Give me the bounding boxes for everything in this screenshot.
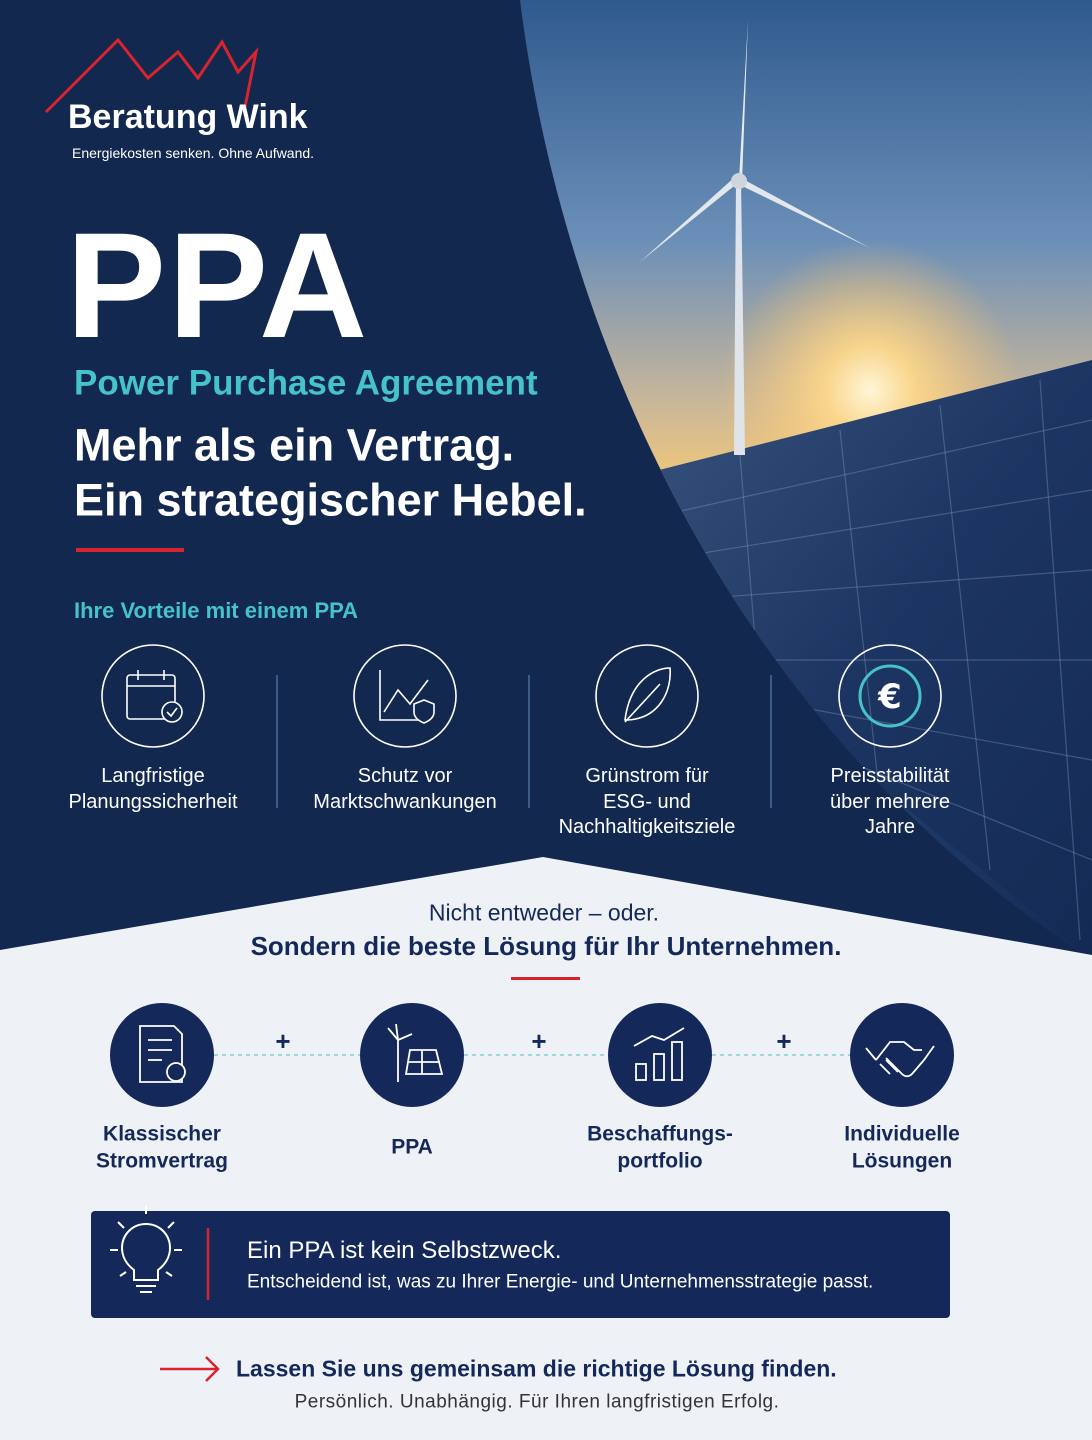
benefit-label: Preisstabilität bbox=[830, 765, 950, 787]
benefit-label: ESG- und bbox=[603, 790, 691, 813]
connector-plus: + bbox=[275, 1026, 291, 1056]
options-heading: Sondern die beste Lösung für Ihr Unterne… bbox=[250, 931, 842, 961]
options-intro: Nicht entweder – oder. bbox=[428, 899, 660, 926]
connector-plus: + bbox=[776, 1026, 792, 1056]
cta-arrow bbox=[160, 1356, 220, 1382]
option-label: Individuelle bbox=[844, 1122, 960, 1145]
connector-plus: + bbox=[531, 1026, 547, 1056]
euro-icon: € bbox=[877, 677, 902, 717]
callout-title: Ein PPA ist kein Selbstzweck. bbox=[247, 1237, 562, 1264]
hero-subtitle: Power Purchase Agreement bbox=[74, 363, 538, 403]
benefit-label: Grünstrom für bbox=[585, 765, 709, 787]
hero-headline: Mehr als ein Vertrag. bbox=[74, 419, 515, 471]
benefit-label: Planungssicherheit bbox=[68, 790, 238, 813]
option-label: Stromvertrag bbox=[96, 1149, 228, 1172]
bulb-icon bbox=[110, 1206, 182, 1293]
benefit-label: Langfristige bbox=[101, 765, 205, 787]
hero-title: PPA bbox=[66, 201, 370, 369]
option-icons bbox=[139, 1023, 935, 1083]
benefit-icons bbox=[101, 644, 942, 748]
logo-tagline: Energiekosten senken. Ohne Aufwand. bbox=[72, 145, 315, 161]
option-label: Lösungen bbox=[851, 1149, 953, 1172]
callout-box bbox=[91, 1211, 950, 1318]
benefit-label: über mehrere bbox=[829, 790, 951, 813]
hero-headline: Ein strategischer Hebel. bbox=[74, 474, 587, 526]
accent-bar bbox=[511, 977, 580, 980]
logo-mark bbox=[44, 37, 259, 114]
option-label: Klassischer bbox=[103, 1122, 221, 1145]
option-label: portfolio bbox=[617, 1149, 703, 1172]
benefit-label: Jahre bbox=[864, 816, 916, 838]
benefit-label: Marktschwankungen bbox=[313, 790, 497, 813]
benefits-heading: Ihre Vorteile mit einem PPA bbox=[74, 598, 359, 623]
cta-subtitle: Persönlich. Unabhängig. Für Ihren langfr… bbox=[294, 1391, 780, 1413]
callout-text: Entscheidend ist, was zu Ihrer Energie- … bbox=[247, 1271, 874, 1293]
option-circles bbox=[110, 1003, 954, 1107]
option-label: PPA bbox=[391, 1135, 433, 1159]
dividers bbox=[276, 675, 772, 808]
logo-name: Beratung Wink bbox=[68, 98, 308, 136]
option-label: Beschaffungs- bbox=[587, 1122, 733, 1145]
cta-title: Lassen Sie uns gemeinsam die richtige Lö… bbox=[236, 1355, 837, 1382]
accent-bar bbox=[76, 548, 184, 552]
benefit-label: Schutz vor bbox=[357, 765, 453, 787]
euro-ring bbox=[858, 664, 922, 728]
benefit-label: Nachhaltigkeitsziele bbox=[558, 816, 736, 838]
